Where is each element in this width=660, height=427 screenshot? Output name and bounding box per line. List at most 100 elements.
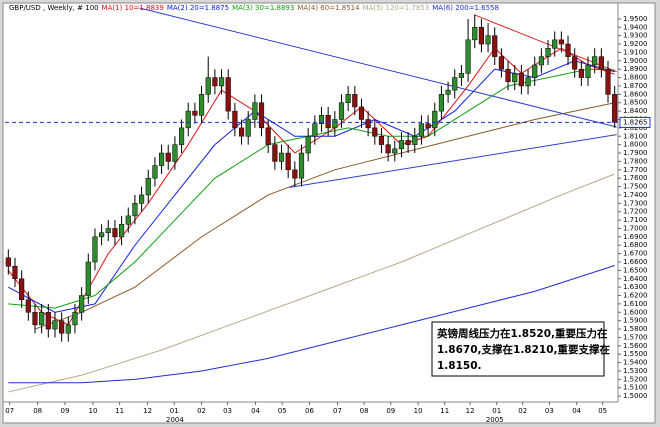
- header-part: MA(2) 20=1.8875: [167, 4, 229, 12]
- y-tick-label: 1.6000: [623, 308, 648, 316]
- candle-body: [178, 127, 185, 145]
- annotation-line: 1.8670,支撑在1.8210,重要支撑在: [437, 343, 611, 356]
- y-tick-label: 1.6900: [623, 233, 648, 241]
- y-tick-label: 1.8800: [623, 74, 648, 82]
- candle-body: [158, 152, 165, 166]
- candle-body: [605, 68, 611, 95]
- y-tick-label: 1.9500: [623, 15, 648, 23]
- candle-body: [32, 312, 38, 326]
- x-tick-label: 02: [197, 407, 206, 415]
- y-tick-label: 1.7700: [623, 166, 648, 174]
- candle-body: [425, 123, 431, 129]
- x-tick-label: 01: [492, 407, 501, 415]
- x-tick-label: 12: [466, 407, 475, 415]
- ma-line: [8, 265, 615, 384]
- y-tick-label: 1.6400: [623, 275, 648, 283]
- candle-body: [172, 144, 178, 162]
- candle-body: [418, 123, 425, 137]
- y-tick-label: 1.7000: [623, 224, 648, 232]
- candle-body: [112, 228, 118, 238]
- y-tick-label: 1.6200: [623, 292, 648, 300]
- x-tick-label: 06: [305, 407, 314, 415]
- x-tick-label: 07: [333, 407, 342, 415]
- candle-body: [505, 68, 511, 83]
- y-tick-label: 1.5000: [623, 392, 648, 400]
- candle-body: [238, 127, 245, 137]
- year-label: 2004: [166, 416, 184, 424]
- candle-body: [532, 64, 538, 78]
- candle-body: [139, 194, 145, 204]
- y-tick-label: 1.9000: [623, 57, 648, 65]
- annotation-line: 英镑周线压力在1.8520,重要压力在: [436, 327, 608, 340]
- x-tick-label: 11: [115, 407, 124, 415]
- y-tick-label: 1.8500: [623, 99, 648, 107]
- candle-body: [438, 94, 445, 112]
- y-tick-label: 1.8600: [623, 90, 648, 98]
- y-tick-label: 1.9300: [623, 32, 648, 40]
- candle-body: [372, 127, 378, 137]
- candle-body: [252, 102, 258, 120]
- ma-line: [8, 173, 615, 393]
- candle-body: [272, 144, 278, 162]
- candle-body: [332, 119, 338, 129]
- candle-body: [132, 203, 138, 217]
- x-tick-label: 08: [33, 407, 42, 415]
- candle-body: [232, 110, 238, 129]
- y-tick-label: 1.7500: [623, 183, 648, 191]
- candle-body: [285, 152, 291, 171]
- y-tick-label: 1.6300: [623, 283, 648, 291]
- candle-body: [39, 312, 45, 326]
- candle-body: [318, 115, 325, 124]
- y-tick-label: 1.5100: [623, 384, 648, 392]
- header-part: MA(5) 120=1.7853: [363, 4, 430, 12]
- y-tick-label: 1.6800: [623, 241, 648, 249]
- candle-body: [432, 110, 438, 129]
- candle-body: [385, 144, 391, 154]
- candle-body: [258, 102, 265, 129]
- y-tick-label: 1.5400: [623, 359, 648, 367]
- candle-body: [85, 261, 91, 296]
- trend-line: [289, 134, 617, 188]
- x-tick-label: 03: [545, 407, 554, 415]
- candle-body: [212, 77, 218, 87]
- candle-body: [125, 215, 131, 225]
- y-tick-label: 1.7600: [623, 174, 648, 182]
- candle-body: [412, 136, 418, 145]
- y-tick-label: 1.5600: [623, 342, 648, 350]
- last-price-box: [619, 116, 651, 128]
- x-tick-label: 07: [5, 407, 14, 415]
- candle-body: [545, 47, 551, 57]
- candle-body: [5, 257, 11, 267]
- header-part: MA(4) 60=1.8514: [297, 4, 360, 12]
- header-part: MA(6) 200=1.6558: [432, 4, 499, 12]
- candle-body: [12, 265, 18, 280]
- x-tick-label: 10: [88, 407, 97, 415]
- candle-body: [225, 77, 231, 112]
- candle-body: [465, 39, 471, 74]
- candle-body: [452, 77, 458, 91]
- y-tick-label: 1.8000: [623, 141, 648, 149]
- x-tick-label: 01: [170, 407, 179, 415]
- x-tick-label: 04: [251, 407, 260, 415]
- x-tick-label: 08: [360, 407, 369, 415]
- y-tick-label: 1.7100: [623, 216, 648, 224]
- candle-body: [585, 64, 591, 78]
- candle-body: [25, 299, 31, 313]
- candle-body: [365, 119, 371, 129]
- candle-body: [45, 312, 51, 330]
- candle-body: [472, 27, 478, 41]
- x-tick-label: 05: [278, 407, 287, 415]
- candle-body: [392, 148, 398, 154]
- candle-body: [312, 123, 318, 137]
- candle-body: [565, 43, 571, 57]
- x-tick-label: 04: [572, 407, 581, 415]
- y-tick-label: 1.9100: [623, 48, 648, 56]
- candle-body: [218, 77, 225, 87]
- candle-body: [65, 324, 71, 334]
- header-part: MA(1) 10=1.8839: [102, 4, 164, 12]
- candle-body: [398, 140, 405, 150]
- y-tick-label: 1.7900: [623, 149, 648, 157]
- candle-body: [292, 169, 298, 179]
- candle-body: [572, 56, 578, 70]
